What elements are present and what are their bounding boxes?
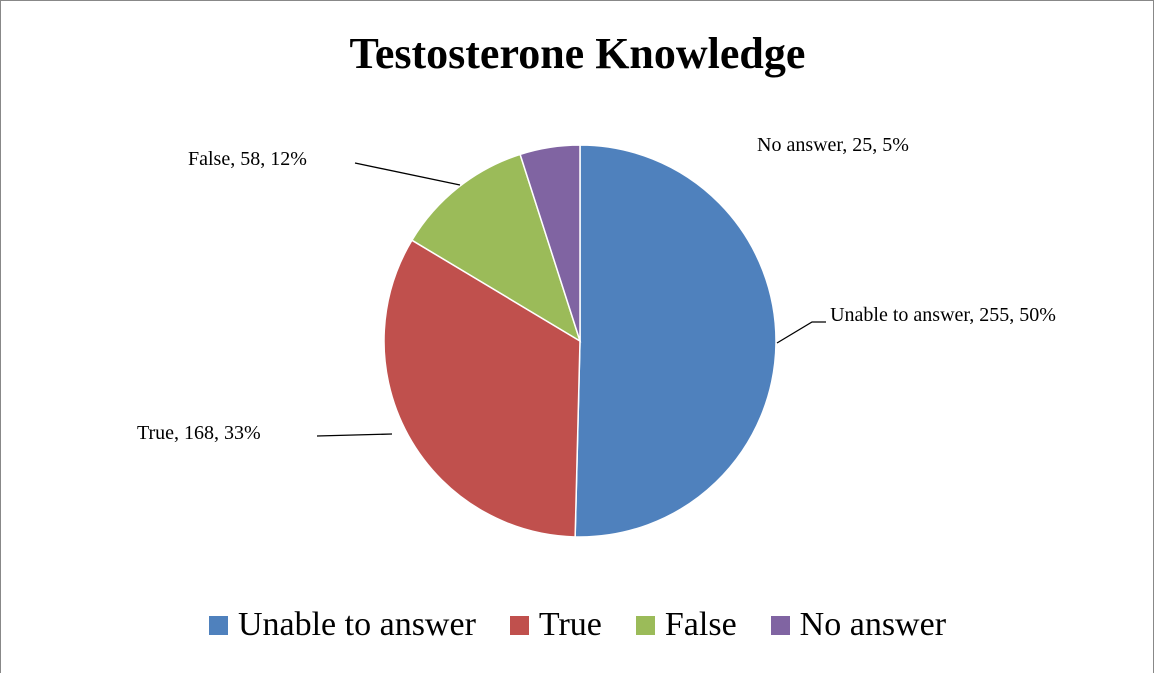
data-label: True, 168, 33% [137,422,261,444]
legend-item: False [635,606,737,644]
legend-swatch [635,615,655,635]
chart-title: Testosterone Knowledge [349,29,806,78]
leader-line [354,162,461,186]
leader-line [776,321,826,344]
legend-item: No answer [770,606,947,644]
legend-swatch [770,615,790,635]
legend-item: True [509,606,602,644]
pie-slice [410,153,582,343]
legend-label: True [538,606,602,643]
legend-swatch [509,615,529,635]
data-label: No answer, 25, 5% [757,134,909,156]
pie-slice [519,144,581,342]
pie-slice [574,144,777,538]
legend-label: No answer [799,606,947,643]
pie-slice [383,239,581,538]
data-label: Unable to answer, 255, 50% [830,304,1056,326]
legend-swatch [208,615,228,635]
legend-label: Unable to answer [237,606,476,643]
legend: Unable to answer True False No answer [0,606,1155,644]
legend-label: False [664,606,737,643]
pie [383,144,777,538]
data-label: False, 58, 12% [188,148,307,170]
legend-item: Unable to answer [208,606,476,644]
leader-line [316,433,393,437]
